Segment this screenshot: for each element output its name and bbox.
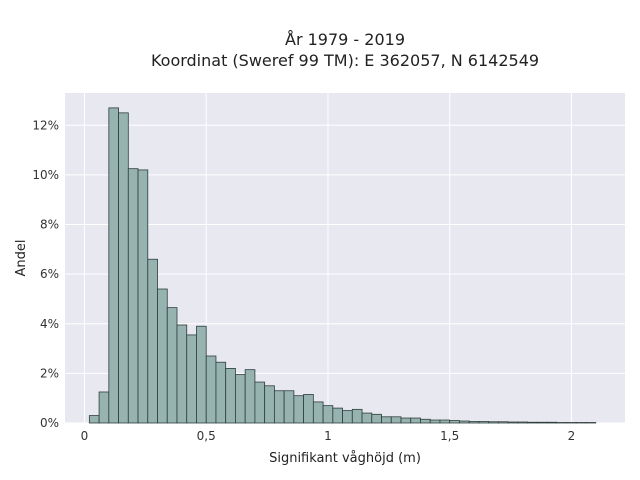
histogram-bar <box>390 416 402 424</box>
histogram-bar <box>235 374 246 424</box>
histogram-bar <box>176 324 188 424</box>
histogram-bar <box>254 381 266 424</box>
x-tick-label: 0,5 <box>197 429 216 443</box>
histogram-bar <box>293 395 305 424</box>
histogram-bar <box>157 288 168 424</box>
histogram-bar <box>127 168 139 424</box>
histogram-bar <box>361 412 373 424</box>
x-tick-label: 2 <box>568 429 576 443</box>
histogram-bar <box>186 334 197 424</box>
x-axis-label: Signifikant våghöjd (m) <box>269 451 421 466</box>
histogram-bar <box>400 417 412 424</box>
histogram-bar <box>478 421 490 424</box>
histogram-bar <box>517 421 529 424</box>
histogram-bar <box>420 418 431 424</box>
histogram-bar <box>459 420 470 424</box>
histogram-bar <box>536 421 548 424</box>
histogram-bar <box>371 413 382 424</box>
y-axis-ticks: 0% 2% 4% 6% 8% 10% 12% <box>32 118 59 430</box>
histogram-bar <box>429 419 441 424</box>
histogram-bar <box>137 169 149 424</box>
histogram-bar <box>166 307 178 424</box>
y-tick-label: 10% <box>32 168 59 182</box>
histogram-bar <box>342 410 353 424</box>
histogram-bar <box>351 408 363 424</box>
chart-subtitle: Koordinat (Sweref 99 TM): E 362057, N 61… <box>151 51 539 70</box>
histogram-bar <box>108 107 119 424</box>
histogram-bar <box>225 368 236 424</box>
histogram-bar <box>303 394 314 424</box>
histogram-bar <box>497 421 509 424</box>
y-tick-label: 12% <box>32 118 59 132</box>
histogram-bar <box>488 421 499 424</box>
histogram-bar <box>410 417 421 424</box>
histogram-bar <box>196 325 207 424</box>
chart-title: År 1979 - 2019 <box>285 30 405 49</box>
histogram-bar <box>312 401 324 424</box>
histogram-bar <box>215 361 227 424</box>
histogram-bar <box>98 391 110 424</box>
histogram-bar <box>332 407 343 424</box>
histogram-bar <box>205 355 217 424</box>
x-tick-label: 0 <box>81 429 89 443</box>
y-tick-label: 8% <box>40 218 59 232</box>
histogram-bar <box>507 421 519 424</box>
y-tick-label: 0% <box>40 416 59 430</box>
histogram-bar <box>527 421 538 424</box>
histogram-bar <box>322 405 334 424</box>
histogram-bar <box>273 390 285 424</box>
histogram-bar <box>244 369 256 424</box>
y-tick-label: 6% <box>40 267 59 281</box>
histogram-bar <box>381 416 392 424</box>
histogram-bar <box>468 421 480 424</box>
histogram-bar <box>546 421 558 424</box>
histogram-bar <box>439 419 451 424</box>
histogram-bar <box>449 420 460 424</box>
histogram-bar <box>118 112 129 424</box>
x-tick-label: 1 <box>324 429 332 443</box>
histogram-bar <box>283 390 295 424</box>
y-tick-label: 4% <box>40 317 59 331</box>
histogram-bar <box>88 415 100 424</box>
x-axis-ticks: 0 0,5 1 1,5 2 <box>81 429 576 443</box>
y-axis-label: Andel <box>14 240 29 277</box>
histogram-bar <box>147 258 158 424</box>
x-tick-label: 1,5 <box>440 429 459 443</box>
y-tick-label: 2% <box>40 366 59 380</box>
histogram-bars <box>88 107 597 424</box>
histogram-bar <box>264 385 275 424</box>
